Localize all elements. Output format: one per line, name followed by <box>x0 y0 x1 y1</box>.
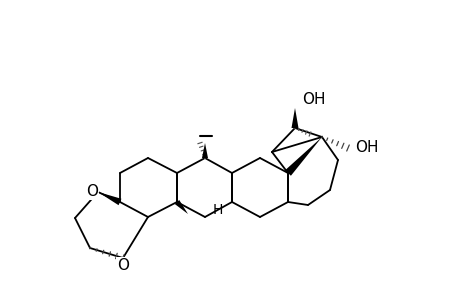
Text: O: O <box>117 258 129 273</box>
Polygon shape <box>202 143 207 158</box>
Text: O: O <box>86 184 98 200</box>
Text: H: H <box>213 203 223 217</box>
Text: OH: OH <box>354 140 378 155</box>
Text: O: O <box>86 184 98 200</box>
Text: OH: OH <box>302 92 325 107</box>
Polygon shape <box>174 200 188 214</box>
Polygon shape <box>291 108 298 128</box>
Polygon shape <box>285 137 321 176</box>
Polygon shape <box>98 192 121 205</box>
Text: O: O <box>117 258 129 273</box>
